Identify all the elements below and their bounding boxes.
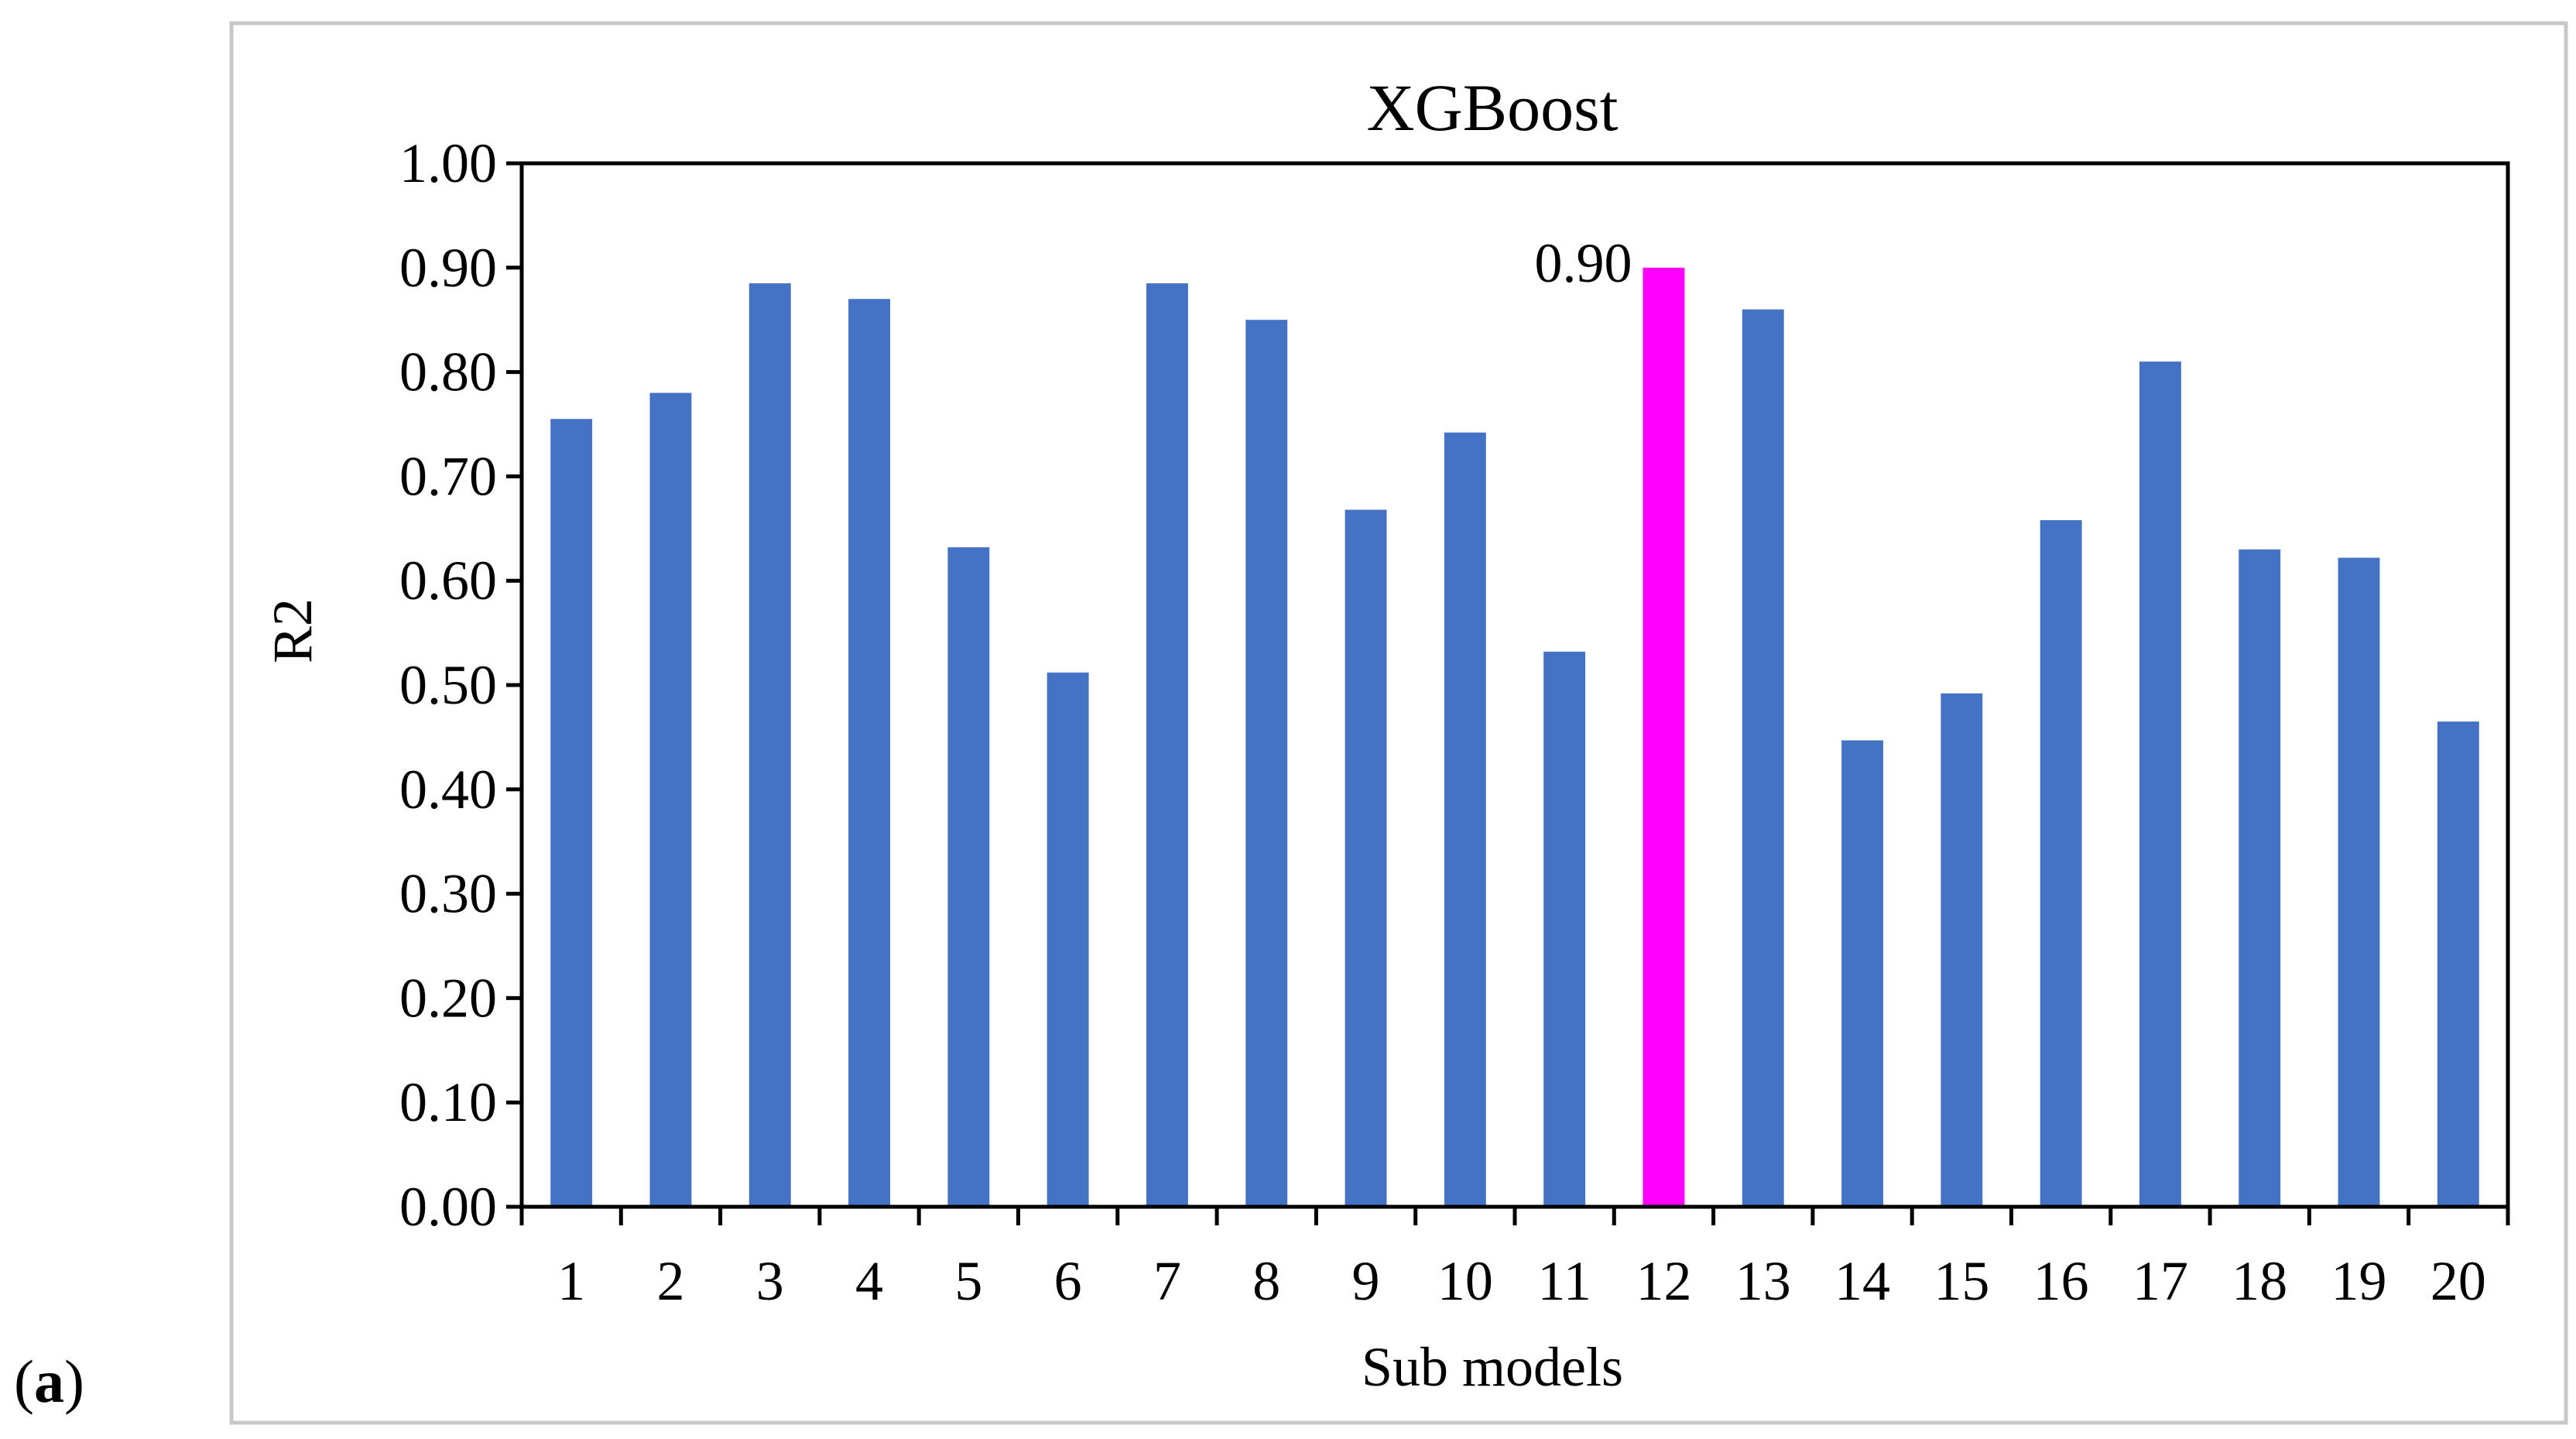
x-tick-label: 2 xyxy=(656,1250,684,1312)
bar xyxy=(649,392,692,1207)
x-tick-label: 5 xyxy=(954,1250,982,1312)
y-tick-label: 0.30 xyxy=(399,863,497,925)
x-tick-label: 11 xyxy=(1537,1250,1591,1312)
bar xyxy=(2239,549,2281,1207)
bar xyxy=(2437,721,2479,1207)
y-tick-label: 1.00 xyxy=(399,132,497,194)
bar xyxy=(2040,520,2082,1207)
panel-label-letter: a xyxy=(33,1348,64,1415)
chart-title: XGBoost xyxy=(1367,70,1619,145)
bar xyxy=(1245,320,1288,1208)
bar xyxy=(550,419,593,1207)
x-tick-label: 16 xyxy=(2033,1250,2089,1312)
x-tick-label: 18 xyxy=(2232,1250,2287,1312)
bar xyxy=(848,299,890,1207)
x-tick-label: 6 xyxy=(1054,1250,1082,1312)
x-tick-label: 4 xyxy=(855,1250,883,1312)
x-tick-label: 17 xyxy=(2132,1250,2188,1312)
panel-label-close: ) xyxy=(63,1348,84,1415)
x-tick-label: 8 xyxy=(1252,1250,1280,1312)
bar-highlighted xyxy=(1643,267,1685,1207)
y-tick-label: 0.50 xyxy=(399,654,497,716)
plot-area-border xyxy=(519,161,2510,1209)
bar xyxy=(1046,672,1089,1207)
y-tick-label: 0.80 xyxy=(399,341,497,403)
bar xyxy=(1345,509,1387,1207)
bar xyxy=(947,547,990,1207)
x-tick-label: 14 xyxy=(1834,1250,1890,1312)
x-tick-label: 20 xyxy=(2430,1250,2486,1312)
bar xyxy=(1146,283,1188,1207)
x-tick-label: 7 xyxy=(1153,1250,1181,1312)
panel-label: (a) xyxy=(14,1347,84,1417)
y-tick-label: 0.90 xyxy=(399,237,497,299)
bar xyxy=(748,283,791,1207)
x-axis-label: Sub models xyxy=(1362,1336,1623,1398)
y-axis: 0.00 0.10 0.20 0.30 0.40 0.50 0.60 0.70 0.80 0.90… xyxy=(399,132,522,1238)
bars-group: 0.90 xyxy=(550,232,2479,1208)
y-tick-label: 0.60 xyxy=(399,550,497,612)
x-tick-label: 10 xyxy=(1437,1250,1493,1312)
x-tick-label: 1 xyxy=(557,1250,585,1312)
bar xyxy=(1543,651,1586,1207)
x-axis: 1 2 3 4 5 6 7 8 9 10 11 12 13 14 15 16 17 18 19 20 xyxy=(519,1207,2510,1312)
y-tick-label: 0.20 xyxy=(399,967,497,1029)
bar xyxy=(1444,432,1486,1207)
y-tick-label: 0.40 xyxy=(399,759,497,821)
y-axis-label: R2 xyxy=(262,598,324,663)
y-tick-label: 0.70 xyxy=(399,445,497,507)
x-tick-label: 19 xyxy=(2331,1250,2387,1312)
bar xyxy=(2139,361,2181,1207)
y-tick-label: 0.10 xyxy=(399,1071,497,1133)
x-tick-label: 13 xyxy=(1735,1250,1791,1312)
x-tick-label: 9 xyxy=(1352,1250,1380,1312)
data-label: 0.90 xyxy=(1535,232,1632,294)
y-tick-label: 0.00 xyxy=(399,1176,497,1238)
bar xyxy=(1841,740,1883,1207)
x-tick-label: 15 xyxy=(1934,1250,1989,1312)
x-tick-label: 3 xyxy=(756,1250,784,1312)
bar xyxy=(1742,309,1784,1208)
bar xyxy=(2338,557,2380,1207)
panel-label-open: ( xyxy=(14,1348,34,1415)
x-tick-label: 12 xyxy=(1636,1250,1691,1312)
bar xyxy=(1941,693,1983,1207)
